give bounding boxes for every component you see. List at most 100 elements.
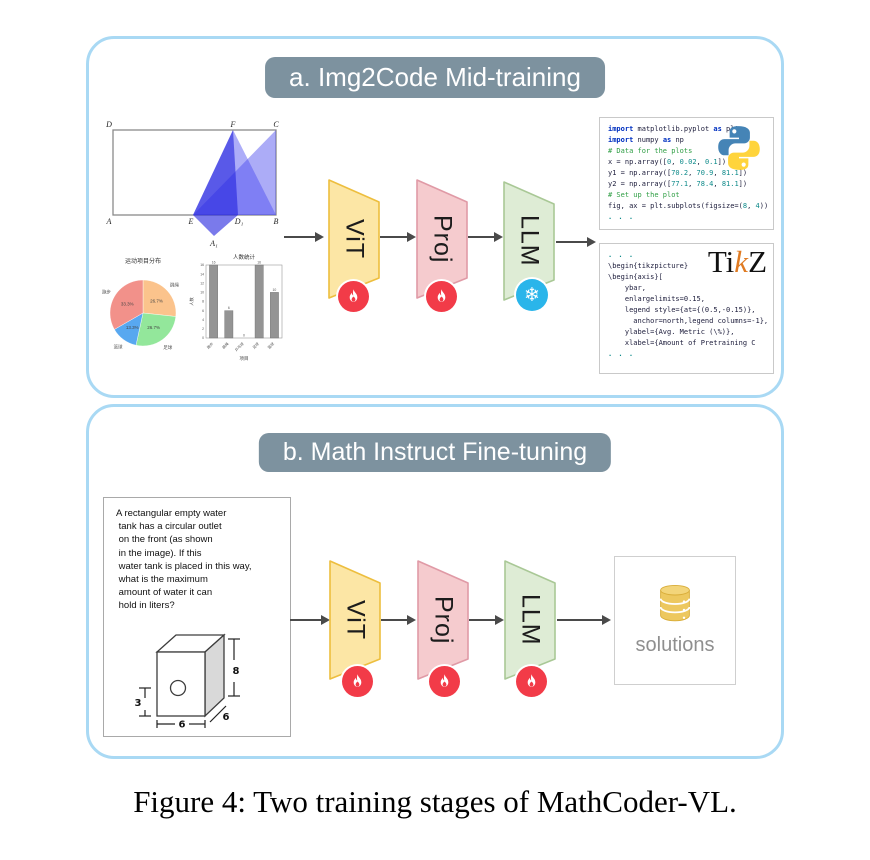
chart-text: 6 (202, 309, 204, 313)
chart-text: 足球 (163, 344, 172, 351)
tikz-logo: TikZ (703, 244, 767, 280)
block-vit-shape (328, 179, 380, 299)
arrow-vit-to-proj (380, 231, 416, 242)
arrow-llm-to-solutions (557, 614, 611, 625)
code-line: # Data for the plots (608, 147, 693, 155)
chart-text: 16 (212, 261, 216, 265)
pie-chart: 运动项目分布 26.7% 跳绳 26.7% 足球 13.3% 篮球 33.3% 跑步 (102, 257, 179, 351)
geometry-label-e: E (188, 217, 194, 226)
code-line: . . . (608, 251, 635, 259)
fire-icon (516, 666, 547, 697)
geometry-figure: D F C A E D₁ B A₁ (105, 120, 279, 248)
chart-text: 跳绳 (221, 341, 230, 350)
python-logo-icon (718, 126, 760, 170)
chart-text: 足球 (251, 341, 260, 350)
pie-slice (142, 279, 177, 317)
chart-text: 14 (200, 272, 204, 276)
block-proj-shape (417, 560, 469, 680)
database-icon (659, 584, 691, 622)
code-line: tank has a circular outlet (116, 521, 222, 533)
chart-text: 26.7% (150, 298, 163, 303)
tank-dim-outlet: 3 (135, 698, 142, 709)
chart-text: 6 (228, 306, 230, 310)
block-vit-b: ViT (329, 560, 381, 680)
block-llm-label: LLM (515, 215, 544, 267)
block-llm-a: LLM (503, 181, 555, 301)
code-line: legend style={at={(0.5,-0.15)}, (608, 306, 756, 314)
fire-icon (342, 666, 373, 697)
tank-outlet-circle (169, 679, 187, 697)
geometry-label-c: C (273, 120, 279, 129)
chart-text: 篮球 (266, 341, 275, 350)
panel-a-title: a. Img2Code Mid-training (265, 57, 605, 98)
bar (270, 292, 279, 339)
figure-caption: Figure 4: Two training stages of MathCod… (133, 784, 737, 819)
block-llm-shape (503, 181, 555, 301)
bar (254, 264, 264, 339)
block-proj-label: Proj (429, 595, 458, 645)
code-line: \begin{axis}[ (608, 273, 663, 281)
chart-text: 篮球 (114, 344, 123, 350)
chart-text: 乒乓球 (234, 341, 245, 352)
chart-text: 跑步 (206, 341, 215, 350)
code-line: anchor=north,legend columns=-1}, (608, 317, 769, 325)
chart-text: 跳绳 (170, 281, 179, 288)
bar-chart-frame (205, 264, 283, 339)
chart-text: 26.7% (147, 325, 160, 330)
chart-text: 跑步 (102, 288, 111, 295)
code-line: enlargelimits=0.15, (608, 295, 705, 303)
block-proj-a: Proj (416, 179, 468, 299)
code-line: . . . (608, 213, 635, 221)
block-vit-shape (329, 560, 381, 680)
block-llm-shape (504, 560, 556, 680)
geometry-label-a1: A₁ (209, 239, 218, 248)
code-line: xlabel={Amount of Pretraining C (608, 339, 756, 347)
solutions-box: solutions (614, 556, 736, 685)
code-line: hold in liters? (116, 600, 175, 612)
tank-dim-width: 6 (179, 720, 186, 729)
arrow-vit-to-proj-b (381, 614, 416, 625)
code-line: x = np.array([0, 0.02, 0.1]) (608, 158, 727, 166)
chart-text: 项目 (240, 356, 249, 362)
code-line: what is the maximum (116, 574, 208, 586)
chart-text: 13.3% (126, 325, 139, 330)
code-line: . . . (608, 350, 635, 358)
fire-icon (429, 666, 460, 697)
code-line: water tank is placed in this way, (116, 560, 252, 572)
geometry-label-b: B (274, 217, 279, 226)
water-tank-figure: 8 6 6 3 (135, 633, 240, 729)
fire-icon (338, 281, 369, 312)
pie-slice (135, 312, 177, 347)
geometry-label-d1: D₁ (234, 217, 244, 226)
chart-text: 运动项目分布 (125, 257, 161, 265)
code-line: y2 = np.array([77.1, 78.4, 81.1]) (608, 180, 748, 188)
arrow-proj-to-llm-b (469, 614, 504, 625)
math-problem-text: A rectangular empty water tank has a cir… (104, 498, 290, 613)
bar (209, 264, 218, 339)
code-line: ybar, (608, 284, 646, 292)
chart-text: 10 (273, 288, 277, 292)
python-code-box: import matplotlib.pyplot as plt import nu… (599, 117, 774, 230)
block-vit-label: ViT (340, 218, 369, 260)
arrow-proj-to-llm (468, 231, 503, 242)
chart-text: 10 (200, 291, 204, 295)
snowflake-glyph: ❄ (524, 284, 540, 306)
chart-text: 0 (243, 334, 245, 338)
block-vit-a: ViT (328, 179, 380, 299)
bar (224, 310, 234, 339)
code-line: ylabel={Avg. Metric (\%)}, (608, 328, 735, 336)
tank-dim-depth: 6 (223, 712, 230, 723)
code-line: in the image). If this (116, 547, 202, 559)
chart-text: 12 (200, 281, 204, 285)
block-proj-b: Proj (417, 560, 469, 680)
tikz-code-box: TikZ . . . \begin{tikzpicture} \begin{axis… (599, 243, 774, 374)
code-line: import numpy as np (608, 136, 684, 144)
chart-text: 0 (202, 336, 204, 340)
geometry-label-d: D (105, 120, 112, 129)
chart-text: 16 (200, 263, 204, 267)
code-line: on the front (as shown (116, 534, 213, 546)
geometry-label-f: F (230, 120, 236, 129)
code-line: fig, ax = plt.subplots(figsize=(8, 4)) (608, 202, 769, 210)
geometry-triangle-dark (193, 130, 238, 236)
